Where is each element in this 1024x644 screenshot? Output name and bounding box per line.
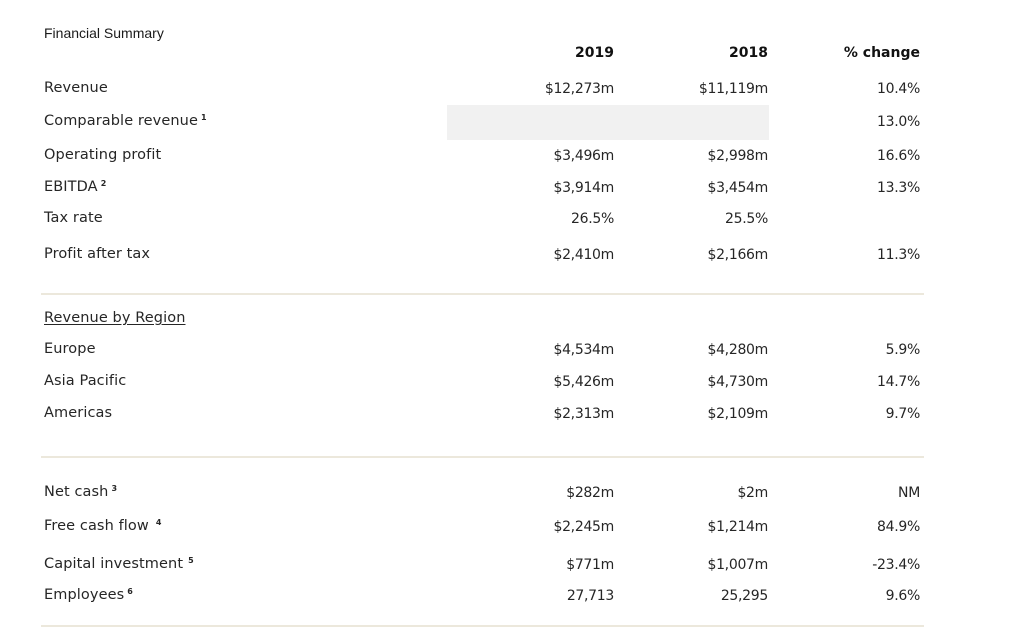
row-label: Comparable revenue 1 bbox=[44, 113, 207, 129]
table-row-europe: Europe $4,534m $4,280m 5.9% bbox=[0, 341, 1024, 361]
footnote-marker: 6 bbox=[127, 587, 133, 596]
value-2019: $2,410m bbox=[553, 247, 614, 263]
value-2018: $2m bbox=[737, 485, 768, 501]
value-change: 9.6% bbox=[885, 588, 921, 604]
column-header-change: % change bbox=[843, 45, 920, 61]
table-row-profit-after-tax: Profit after tax $2,410m $2,166m 11.3% bbox=[0, 246, 1024, 266]
footnote-marker: 4 bbox=[155, 518, 162, 527]
row-label: Americas bbox=[44, 405, 113, 421]
value-2019: 26.5% bbox=[571, 211, 614, 227]
column-header-2019: 2019 bbox=[575, 45, 614, 61]
divider bbox=[41, 456, 924, 458]
row-label: Employees 6 bbox=[44, 587, 133, 603]
row-label: EBITDA 2 bbox=[44, 179, 107, 195]
value-change: 11.3% bbox=[877, 247, 920, 263]
table-row-net-cash: Net cash 3 $282m $2m NM bbox=[0, 484, 1024, 504]
value-2019: 27,713 bbox=[566, 588, 614, 604]
value-change: 9.7% bbox=[885, 406, 921, 422]
value-change: 84.9% bbox=[877, 519, 920, 535]
value-2018: $11,119m bbox=[698, 81, 768, 97]
value-2019: $5,426m bbox=[553, 374, 614, 390]
value-2018: $2,109m bbox=[707, 406, 768, 422]
row-label: Net cash 3 bbox=[44, 484, 118, 500]
value-2019: $771m bbox=[566, 557, 614, 573]
value-2019: $2,245m bbox=[553, 519, 614, 535]
value-2019: $3,496m bbox=[553, 148, 614, 164]
table-row-asia-pacific: Asia Pacific $5,426m $4,730m 14.7% bbox=[0, 373, 1024, 393]
footnote-marker: 2 bbox=[100, 179, 107, 188]
footnote-marker: 5 bbox=[188, 556, 194, 565]
value-2018: $2,166m bbox=[707, 247, 768, 263]
row-label: Free cash flow 4 bbox=[44, 518, 162, 534]
comparable-revenue-shading bbox=[447, 105, 769, 140]
value-2019: $4,534m bbox=[553, 342, 614, 358]
row-label: Tax rate bbox=[44, 210, 103, 226]
table-row-capital-investment: Capital investment 5 $771m $1,007m -23.4% bbox=[0, 556, 1024, 576]
value-2018: $1,214m bbox=[707, 519, 768, 535]
value-2018: $4,730m bbox=[707, 374, 768, 390]
row-label: Europe bbox=[44, 341, 96, 357]
value-change: 13.3% bbox=[877, 180, 920, 196]
value-2018: $2,998m bbox=[707, 148, 768, 164]
table-row-employees: Employees 6 27,713 25,295 9.6% bbox=[0, 587, 1024, 607]
row-label: Asia Pacific bbox=[44, 373, 127, 389]
value-2019: $3,914m bbox=[553, 180, 614, 196]
footnote-marker: 1 bbox=[201, 113, 207, 122]
value-2018: 25.5% bbox=[725, 211, 768, 227]
value-change: 13.0% bbox=[877, 114, 920, 130]
column-header-2018: 2018 bbox=[729, 45, 768, 61]
table-row-ebitda: EBITDA 2 $3,914m $3,454m 13.3% bbox=[0, 179, 1024, 199]
value-2019: $12,273m bbox=[544, 81, 614, 97]
table-row-free-cash-flow: Free cash flow 4 $2,245m $1,214m 84.9% bbox=[0, 518, 1024, 538]
row-label: Revenue bbox=[44, 80, 108, 96]
row-label: Capital investment 5 bbox=[44, 556, 194, 572]
value-2018: 25,295 bbox=[720, 588, 768, 604]
table-row-comparable-revenue: Comparable revenue 1 13.0% bbox=[0, 113, 1024, 133]
row-label: Profit after tax bbox=[44, 246, 151, 262]
table-row-tax-rate: Tax rate 26.5% 25.5% bbox=[0, 210, 1024, 230]
value-2018: $4,280m bbox=[707, 342, 768, 358]
divider bbox=[41, 293, 924, 295]
divider bbox=[41, 625, 924, 627]
value-change: 14.7% bbox=[877, 374, 920, 390]
footnote-marker: 3 bbox=[111, 484, 118, 493]
value-change: -23.4% bbox=[872, 557, 920, 573]
page-title: Financial Summary bbox=[44, 25, 164, 41]
value-2018: $3,454m bbox=[707, 180, 768, 196]
value-change: 10.4% bbox=[877, 81, 920, 97]
value-2019: $282m bbox=[566, 485, 614, 501]
value-change: 16.6% bbox=[877, 148, 920, 164]
table-row-revenue: Revenue $12,273m $11,119m 10.4% bbox=[0, 80, 1024, 100]
value-2018: $1,007m bbox=[707, 557, 768, 573]
value-2019: $2,313m bbox=[553, 406, 614, 422]
row-label: Operating profit bbox=[44, 147, 162, 163]
table-row-operating-profit: Operating profit $3,496m $2,998m 16.6% bbox=[0, 147, 1024, 167]
section-heading-revenue-by-region: Revenue by Region bbox=[44, 310, 186, 326]
value-change: NM bbox=[898, 485, 920, 501]
value-change: 5.9% bbox=[885, 342, 921, 358]
table-row-americas: Americas $2,313m $2,109m 9.7% bbox=[0, 405, 1024, 425]
